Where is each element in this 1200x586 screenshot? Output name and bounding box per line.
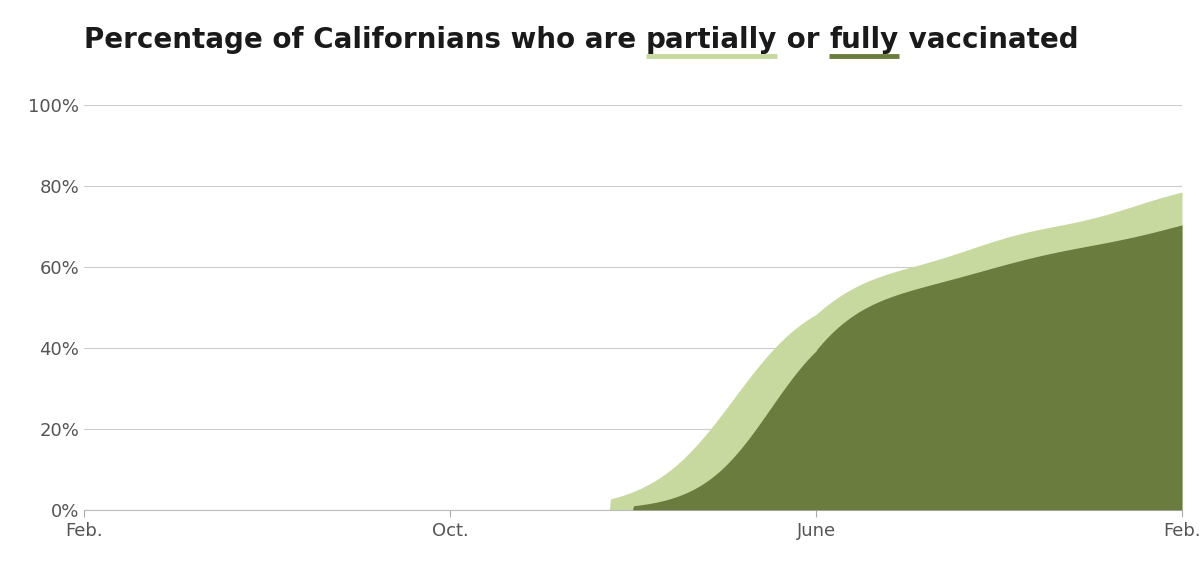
Text: fully: fully (829, 26, 899, 54)
Text: vaccinated: vaccinated (899, 26, 1078, 54)
Text: or: or (778, 26, 829, 54)
Text: Percentage of Californians who are: Percentage of Californians who are (84, 26, 646, 54)
Text: partially: partially (646, 26, 778, 54)
